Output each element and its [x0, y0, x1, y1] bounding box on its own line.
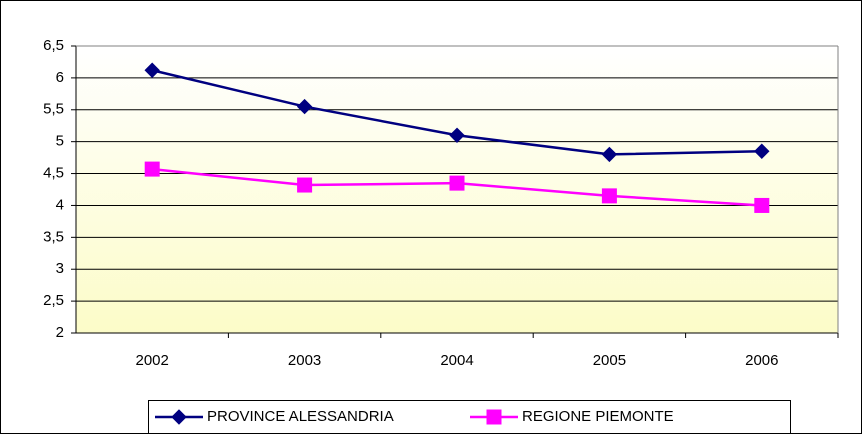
y-tick-label: 5,5 [43, 101, 64, 118]
legend-box [148, 400, 791, 434]
x-tick-label: 2004 [440, 352, 473, 369]
y-tick-label: 5 [56, 133, 64, 150]
data-point [144, 62, 160, 78]
y-tick-label: 2 [56, 324, 64, 341]
data-point [601, 188, 617, 204]
data-point [754, 143, 770, 159]
x-tick-label: 2002 [136, 352, 169, 369]
x-tick-label: 2003 [288, 352, 321, 369]
x-tick-label: 2005 [593, 352, 626, 369]
legend-label: REGIONE PIEMONTE [522, 408, 674, 425]
data-point [296, 98, 313, 115]
data-point [297, 177, 313, 193]
data-point [449, 175, 465, 191]
x-tick-label: 2006 [745, 352, 778, 369]
data-point [601, 146, 618, 163]
y-tick-label: 4,5 [43, 165, 64, 182]
legend-marker [486, 409, 502, 425]
y-tick-label: 4 [56, 196, 64, 213]
legend-label: PROVINCE ALESSANDRIA [207, 408, 394, 425]
y-tick-label: 6,5 [43, 37, 64, 54]
y-tick-label: 3 [56, 260, 64, 277]
y-tick-label: 6 [56, 69, 64, 86]
data-point [449, 127, 465, 143]
y-tick-label: 3,5 [43, 228, 64, 245]
legend-marker [171, 409, 187, 425]
y-tick-label: 2,5 [43, 292, 64, 309]
data-point [144, 161, 160, 177]
data-point [754, 197, 770, 213]
